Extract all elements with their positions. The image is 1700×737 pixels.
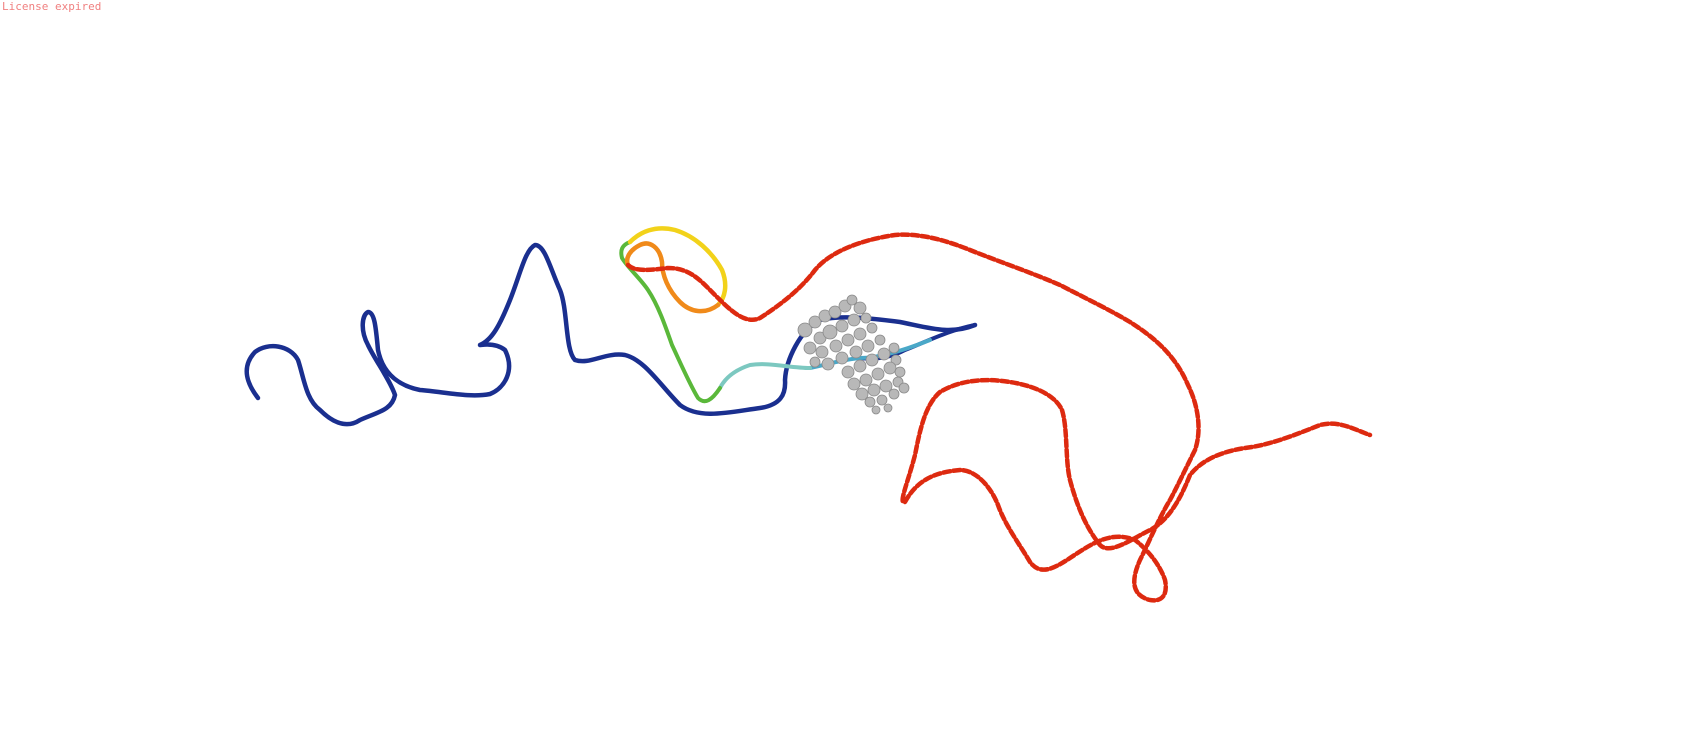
ligand-atom-cluster[interactable] [797, 294, 910, 415]
red-chain-segment [625, 232, 1373, 603]
license-expired-watermark: License expired [2, 0, 102, 13]
teal-chain-segment [718, 362, 812, 390]
blue-chain-segment [244, 242, 978, 427]
green-chain-segment [619, 240, 722, 404]
orange-chain-segment [624, 241, 721, 314]
yellow-chain-segment [627, 226, 728, 308]
